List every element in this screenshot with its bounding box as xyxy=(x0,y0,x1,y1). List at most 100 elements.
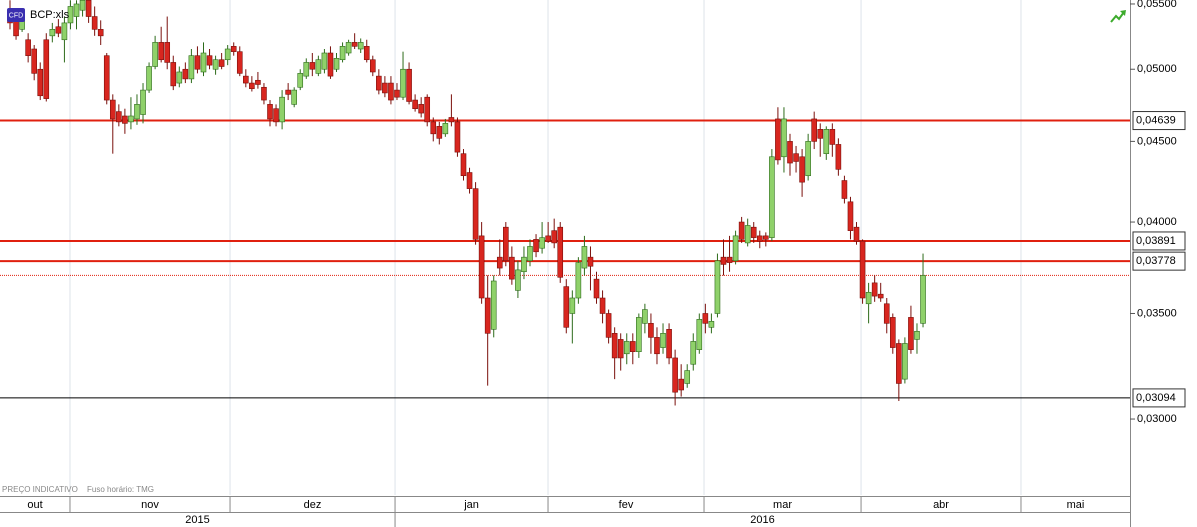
candle-body xyxy=(164,42,171,63)
candle-body xyxy=(454,121,461,153)
candle-body xyxy=(134,104,140,120)
month-label: nov xyxy=(141,499,159,511)
candle-body xyxy=(793,153,799,162)
month-label: abr xyxy=(933,499,949,511)
candle-body xyxy=(883,303,890,324)
candle-body xyxy=(170,62,177,87)
y-tick-label: 0,05500 xyxy=(1137,0,1177,10)
candle-body xyxy=(575,262,582,299)
candle-body xyxy=(877,293,884,299)
candle-body xyxy=(817,129,824,139)
month-label: jan xyxy=(463,499,479,511)
candle-body xyxy=(545,235,551,242)
candle-body xyxy=(140,89,146,115)
candle-body xyxy=(636,317,642,352)
candle-body xyxy=(648,323,654,338)
level-label-box xyxy=(1132,251,1186,271)
candle-body xyxy=(430,121,437,135)
candle-body xyxy=(902,343,908,380)
candle-body xyxy=(714,260,721,314)
candle-body xyxy=(896,343,902,384)
candle-body xyxy=(769,156,775,238)
candle-body xyxy=(539,237,545,249)
candle-body xyxy=(194,55,201,70)
candle-body xyxy=(563,286,570,328)
candle-body xyxy=(230,46,237,52)
candle-body xyxy=(49,29,56,37)
cfd-icon-text: CFD xyxy=(9,12,23,19)
candle-body xyxy=(702,313,709,324)
candle-body xyxy=(327,52,334,77)
candle-body xyxy=(200,52,207,73)
candle-body xyxy=(315,59,322,74)
candle-body xyxy=(617,339,624,359)
candle-body xyxy=(763,235,769,240)
candle-body xyxy=(581,246,588,269)
y-tick-label: 0,04500 xyxy=(1137,135,1177,147)
candle-body xyxy=(146,66,152,91)
candle-body xyxy=(43,39,50,99)
candle-body xyxy=(569,297,576,314)
candle-body xyxy=(418,104,424,114)
candle-body xyxy=(309,62,316,70)
axes: out nov dez jan fev mar abr mai 2015 2016 0,05500 0… xyxy=(27,0,1186,527)
candle-body xyxy=(176,71,183,84)
candle-body xyxy=(654,337,660,355)
candle-body xyxy=(557,226,564,278)
candle-body xyxy=(732,235,739,262)
candle-body xyxy=(412,99,418,110)
candle-body xyxy=(811,118,817,142)
candle-body xyxy=(369,59,376,73)
candle-body xyxy=(744,225,751,244)
candle-body xyxy=(908,317,914,350)
candle-body xyxy=(829,129,836,145)
candle-body xyxy=(249,82,255,89)
candle-body xyxy=(496,256,503,269)
candle-body xyxy=(847,201,854,231)
month-label: fev xyxy=(619,499,634,511)
candle-body xyxy=(781,118,787,158)
y-tick-label: 0,05000 xyxy=(1137,63,1177,75)
candle-body xyxy=(158,42,164,61)
footer-timezone: Fuso horário: TMG xyxy=(87,485,154,494)
candle-body xyxy=(750,226,757,238)
candles xyxy=(7,0,926,406)
level-label: 0,03891 xyxy=(1136,235,1176,247)
candle-body xyxy=(212,59,219,70)
month-label: mar xyxy=(773,499,792,511)
candle-body xyxy=(13,20,19,37)
candle-body xyxy=(738,221,745,240)
candle-body xyxy=(400,68,406,98)
candle-body xyxy=(394,89,400,98)
candle-body xyxy=(109,99,116,120)
candle-body xyxy=(267,104,273,120)
candle-body xyxy=(484,297,491,334)
candle-body xyxy=(206,55,213,66)
level-label: 0,04639 xyxy=(1136,114,1176,126)
candle-body xyxy=(666,329,672,359)
candle-body xyxy=(279,96,285,123)
level-label-box xyxy=(1132,111,1186,131)
candle-body xyxy=(152,42,158,67)
y-tick-label: 0,03500 xyxy=(1137,307,1177,319)
month-label: dez xyxy=(304,499,322,511)
candle-body xyxy=(720,256,727,265)
candle-body xyxy=(533,239,539,253)
candle-body xyxy=(448,117,455,123)
candle-body xyxy=(85,0,92,17)
candle-body xyxy=(466,172,473,189)
candle-body xyxy=(261,86,267,101)
candle-body xyxy=(678,378,684,391)
candle-body xyxy=(799,156,805,183)
candle-body xyxy=(182,68,189,80)
candle-body xyxy=(37,68,44,97)
candle-body xyxy=(823,129,830,154)
candle-body xyxy=(376,75,382,91)
candle-body xyxy=(188,55,195,80)
y-tick-label: 0,04000 xyxy=(1137,216,1177,228)
candle-body xyxy=(424,96,431,123)
candle-body xyxy=(708,321,715,328)
symbol: BCP:xls xyxy=(30,9,70,21)
